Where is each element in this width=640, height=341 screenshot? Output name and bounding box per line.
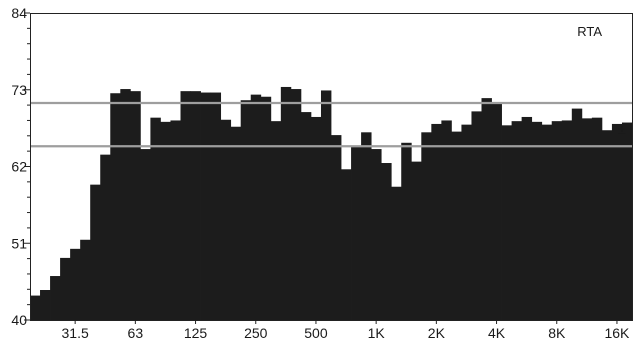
bar-21 — [240, 100, 252, 320]
bar-53 — [561, 120, 573, 320]
x-tick-label-31.5: 31.5 — [62, 325, 89, 341]
bar-8 — [110, 93, 121, 321]
bar-38 — [411, 161, 422, 320]
bar-32 — [351, 146, 362, 320]
bar-12 — [150, 117, 161, 320]
bar-31 — [341, 169, 352, 320]
bar-48 — [511, 121, 523, 321]
x-tick-label-8K: 8K — [548, 325, 566, 341]
bar-54 — [571, 108, 583, 320]
y-tick-label-40: 40 — [11, 312, 27, 328]
bar-9 — [120, 89, 131, 320]
bar-16 — [190, 91, 201, 321]
bar-49 — [521, 116, 533, 321]
bar-13 — [160, 121, 171, 320]
y-tick-label-73: 73 — [11, 82, 27, 98]
bar-20 — [230, 126, 242, 320]
bar-40 — [431, 123, 442, 320]
bar-33 — [361, 132, 372, 320]
tolerance-band — [30, 101, 632, 148]
bar-35 — [381, 163, 392, 320]
bar-36 — [391, 186, 402, 320]
bar-58 — [611, 123, 623, 320]
bar-28 — [310, 116, 322, 321]
bar-7 — [100, 154, 111, 320]
bar-30 — [331, 135, 342, 320]
bar-42 — [451, 131, 462, 320]
x-tick-label-63: 63 — [128, 325, 144, 341]
bar-41 — [441, 120, 452, 320]
bar-23 — [260, 96, 272, 320]
bar-6 — [90, 184, 101, 320]
plot-frame — [30, 13, 633, 321]
bar-52 — [551, 121, 563, 321]
bar-56 — [591, 117, 603, 320]
bar-17 — [200, 92, 211, 320]
bar-47 — [501, 125, 512, 320]
bar-50 — [531, 121, 543, 320]
bar-1 — [40, 290, 51, 320]
bar-19 — [220, 119, 232, 320]
bar-0 — [30, 295, 41, 320]
bar-10 — [130, 91, 141, 321]
x-tick-label-16K: 16K — [604, 325, 630, 341]
x-tick-label-250: 250 — [244, 325, 268, 341]
bar-11 — [140, 149, 151, 320]
bar-2 — [50, 276, 61, 320]
bar-44 — [471, 111, 482, 320]
bar-29 — [320, 90, 332, 320]
bar-24 — [270, 121, 282, 321]
bar-51 — [541, 124, 553, 320]
bar-45 — [481, 98, 492, 321]
bar-43 — [461, 124, 472, 320]
x-axis: 31.5 63 125 250 500 1K 2K 4K 8K 16K — [62, 320, 630, 341]
y-tick-label-84: 84 — [11, 5, 27, 21]
bar-22 — [250, 94, 262, 320]
tolerance-symbol: ± — [618, 121, 626, 137]
bar-57 — [601, 130, 613, 320]
bar-27 — [300, 112, 312, 320]
bar-4 — [70, 248, 81, 320]
bar-15 — [180, 91, 191, 321]
y-tick-label-51: 51 — [11, 235, 27, 251]
bar-37 — [401, 142, 412, 320]
x-tick-label-2K: 2K — [428, 325, 446, 341]
chart-title: RTA — [577, 24, 602, 39]
x-tick-label-125: 125 — [184, 325, 208, 341]
spectrum-bars — [30, 86, 633, 321]
x-tick-label-500: 500 — [304, 325, 328, 341]
bar-26 — [290, 89, 302, 320]
bar-55 — [581, 118, 593, 320]
bar-34 — [371, 149, 382, 320]
bar-39 — [421, 132, 432, 320]
bar-46 — [491, 103, 502, 320]
x-tick-label-1K: 1K — [368, 325, 386, 341]
bar-14 — [170, 120, 181, 320]
y-axis: 84 73 62 51 40 — [11, 5, 30, 328]
x-tick-label-4K: 4K — [488, 325, 506, 341]
bar-3 — [60, 257, 71, 320]
bar-25 — [280, 86, 292, 321]
bar-59 — [621, 122, 633, 320]
y-tick-label-62: 62 — [11, 159, 27, 175]
bar-18 — [210, 92, 222, 320]
bar-5 — [80, 239, 91, 320]
